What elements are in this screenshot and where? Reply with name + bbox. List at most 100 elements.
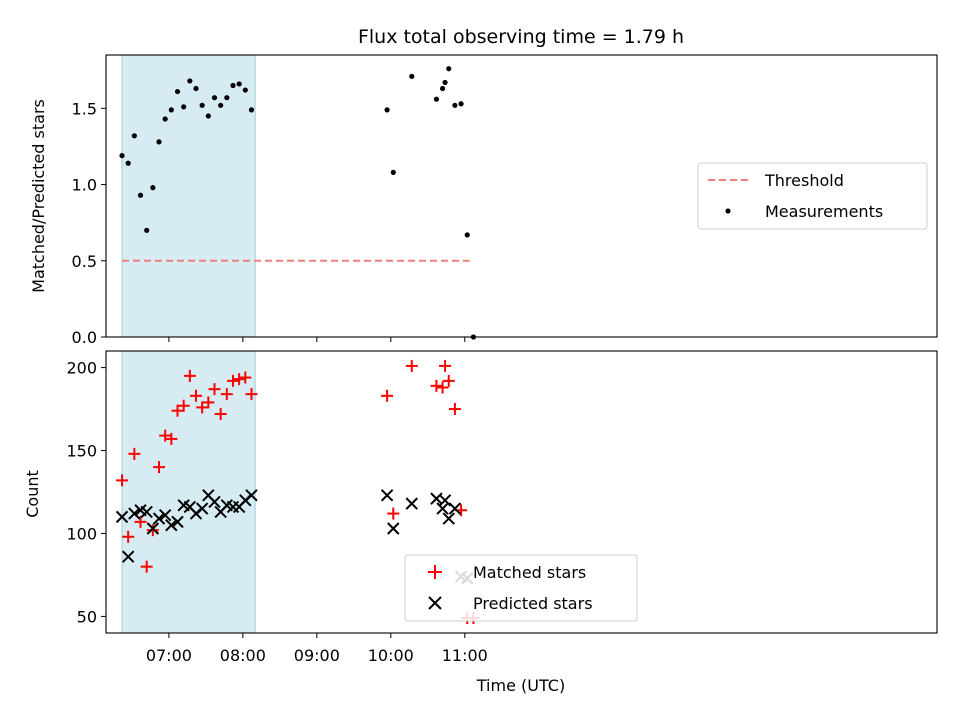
measurement-point [452, 102, 458, 108]
predicted-star-point [121, 550, 135, 563]
measurement-point [144, 227, 150, 233]
measurement-point [464, 232, 470, 238]
matched-star-point [208, 383, 221, 396]
predicted-star-point [128, 507, 141, 520]
measurement-point [218, 102, 224, 108]
predicted-star-point [195, 502, 209, 515]
matched-star-point [220, 388, 233, 401]
predicted-star-point [380, 489, 394, 502]
predicted-star-point [140, 505, 153, 519]
count-y-axis-label: Count [23, 470, 42, 518]
matched-star-point [196, 401, 209, 414]
measurement-point [242, 87, 248, 93]
measurement-point [230, 82, 236, 89]
matched-star-point [245, 388, 258, 401]
matched-star-point [128, 447, 141, 460]
matched-star-point [405, 359, 418, 372]
ratio-x-ticks [168, 337, 466, 342]
predicted-star-point [245, 489, 258, 502]
ratio-y-tick-label: 1.5 [72, 99, 97, 118]
matched-star-point [146, 524, 159, 537]
measurements-legend-swatch [725, 208, 731, 214]
measurements-legend-label: Measurements [765, 202, 883, 221]
measurement-point [409, 73, 415, 79]
ratio-y-tick-label: 1.0 [72, 176, 97, 195]
matched-star-point [134, 515, 147, 528]
matched-star-point [153, 461, 166, 474]
count-y-tick-label: 150 [66, 442, 97, 461]
measurement-point [187, 78, 193, 84]
count-legend-box [404, 554, 638, 622]
ratio-panel: 0.0 0.5 1.0 1.5 Flux total observing time =… [29, 26, 938, 347]
matched-star-point [239, 371, 252, 384]
measurement-point [224, 95, 230, 101]
predicted-star-point [115, 510, 129, 524]
measurement-point [174, 88, 181, 95]
predicted-star-point [158, 509, 172, 522]
threshold-legend-label: Threshold [764, 171, 844, 190]
matched-star-point [165, 432, 178, 445]
x-tick-label: 07:00 [146, 646, 192, 665]
measurement-point [156, 139, 162, 145]
count-y-tick-label: 100 [66, 524, 97, 543]
measurement-point [236, 81, 242, 87]
x-tick-label: 10:00 [368, 646, 414, 665]
matched-star-point [439, 359, 452, 372]
measurement-point [137, 192, 144, 198]
measurement-point [150, 185, 156, 191]
matched-star-point [202, 396, 215, 409]
measurement-point [119, 153, 125, 159]
count-plot-frame [105, 350, 938, 634]
predicted-star-point [448, 502, 462, 515]
matched-star-point [381, 389, 394, 402]
measurement-point [193, 85, 199, 92]
x-tick-label: 08:00 [220, 646, 266, 665]
measurement-point [439, 85, 446, 92]
measurement-point [442, 79, 448, 86]
matched-star-point [436, 381, 449, 394]
measurement-point [168, 107, 174, 113]
x-axis-label: Time (UTC) [476, 676, 565, 695]
measurement-point [162, 116, 168, 122]
measurement-point [211, 95, 218, 101]
predicted-star-point [152, 512, 166, 525]
count-y-tick-label: 50 [77, 607, 97, 626]
observing-span-highlight [121, 54, 256, 338]
measurement-point [181, 104, 187, 110]
measurement-point [205, 113, 211, 119]
matched-star-point [442, 374, 455, 387]
count-legend: Matched stars Predicted stars [404, 554, 638, 622]
measurement-point [446, 66, 452, 72]
predicted-stars-legend-label: Predicted stars [473, 594, 593, 613]
predicted-star-point [387, 522, 400, 535]
matched-star-point [214, 408, 227, 421]
matched-star-point [226, 374, 239, 387]
ratio-y-tick-label: 0.5 [72, 252, 97, 271]
count-y-ticks: 50 100 150 200 [66, 359, 106, 626]
matched-stars-legend-label: Matched stars [473, 563, 586, 582]
matched-star-point [116, 474, 129, 487]
measurement-point [458, 101, 464, 107]
predicted-star-point [436, 502, 449, 515]
measurement-point [384, 107, 390, 113]
matched-star-point [387, 507, 400, 520]
predicted-stars-legend-swatch [428, 596, 442, 610]
matched-star-point [177, 399, 190, 412]
measurement-points [119, 66, 477, 340]
predicted-star-point [208, 495, 221, 509]
x-tick-label: 11:00 [442, 646, 488, 665]
count-y-tick-label: 200 [66, 359, 97, 378]
matched-star-point [233, 373, 246, 386]
x-tick-label: 09:00 [294, 646, 340, 665]
measurement-point [199, 102, 205, 108]
measurement-point [131, 133, 137, 139]
count-x-ticks: 07:00 08:00 09:00 10:00 11:00 [146, 633, 488, 665]
matched-star-point [448, 403, 461, 416]
matched-stars-legend-swatch [428, 565, 442, 579]
measurement-point [248, 107, 255, 113]
matched-star-point [430, 379, 443, 392]
measurement-point [433, 96, 440, 102]
ratio-legend-box [697, 162, 928, 230]
ratio-y-axis-label: Matched/Predicted stars [29, 99, 48, 293]
